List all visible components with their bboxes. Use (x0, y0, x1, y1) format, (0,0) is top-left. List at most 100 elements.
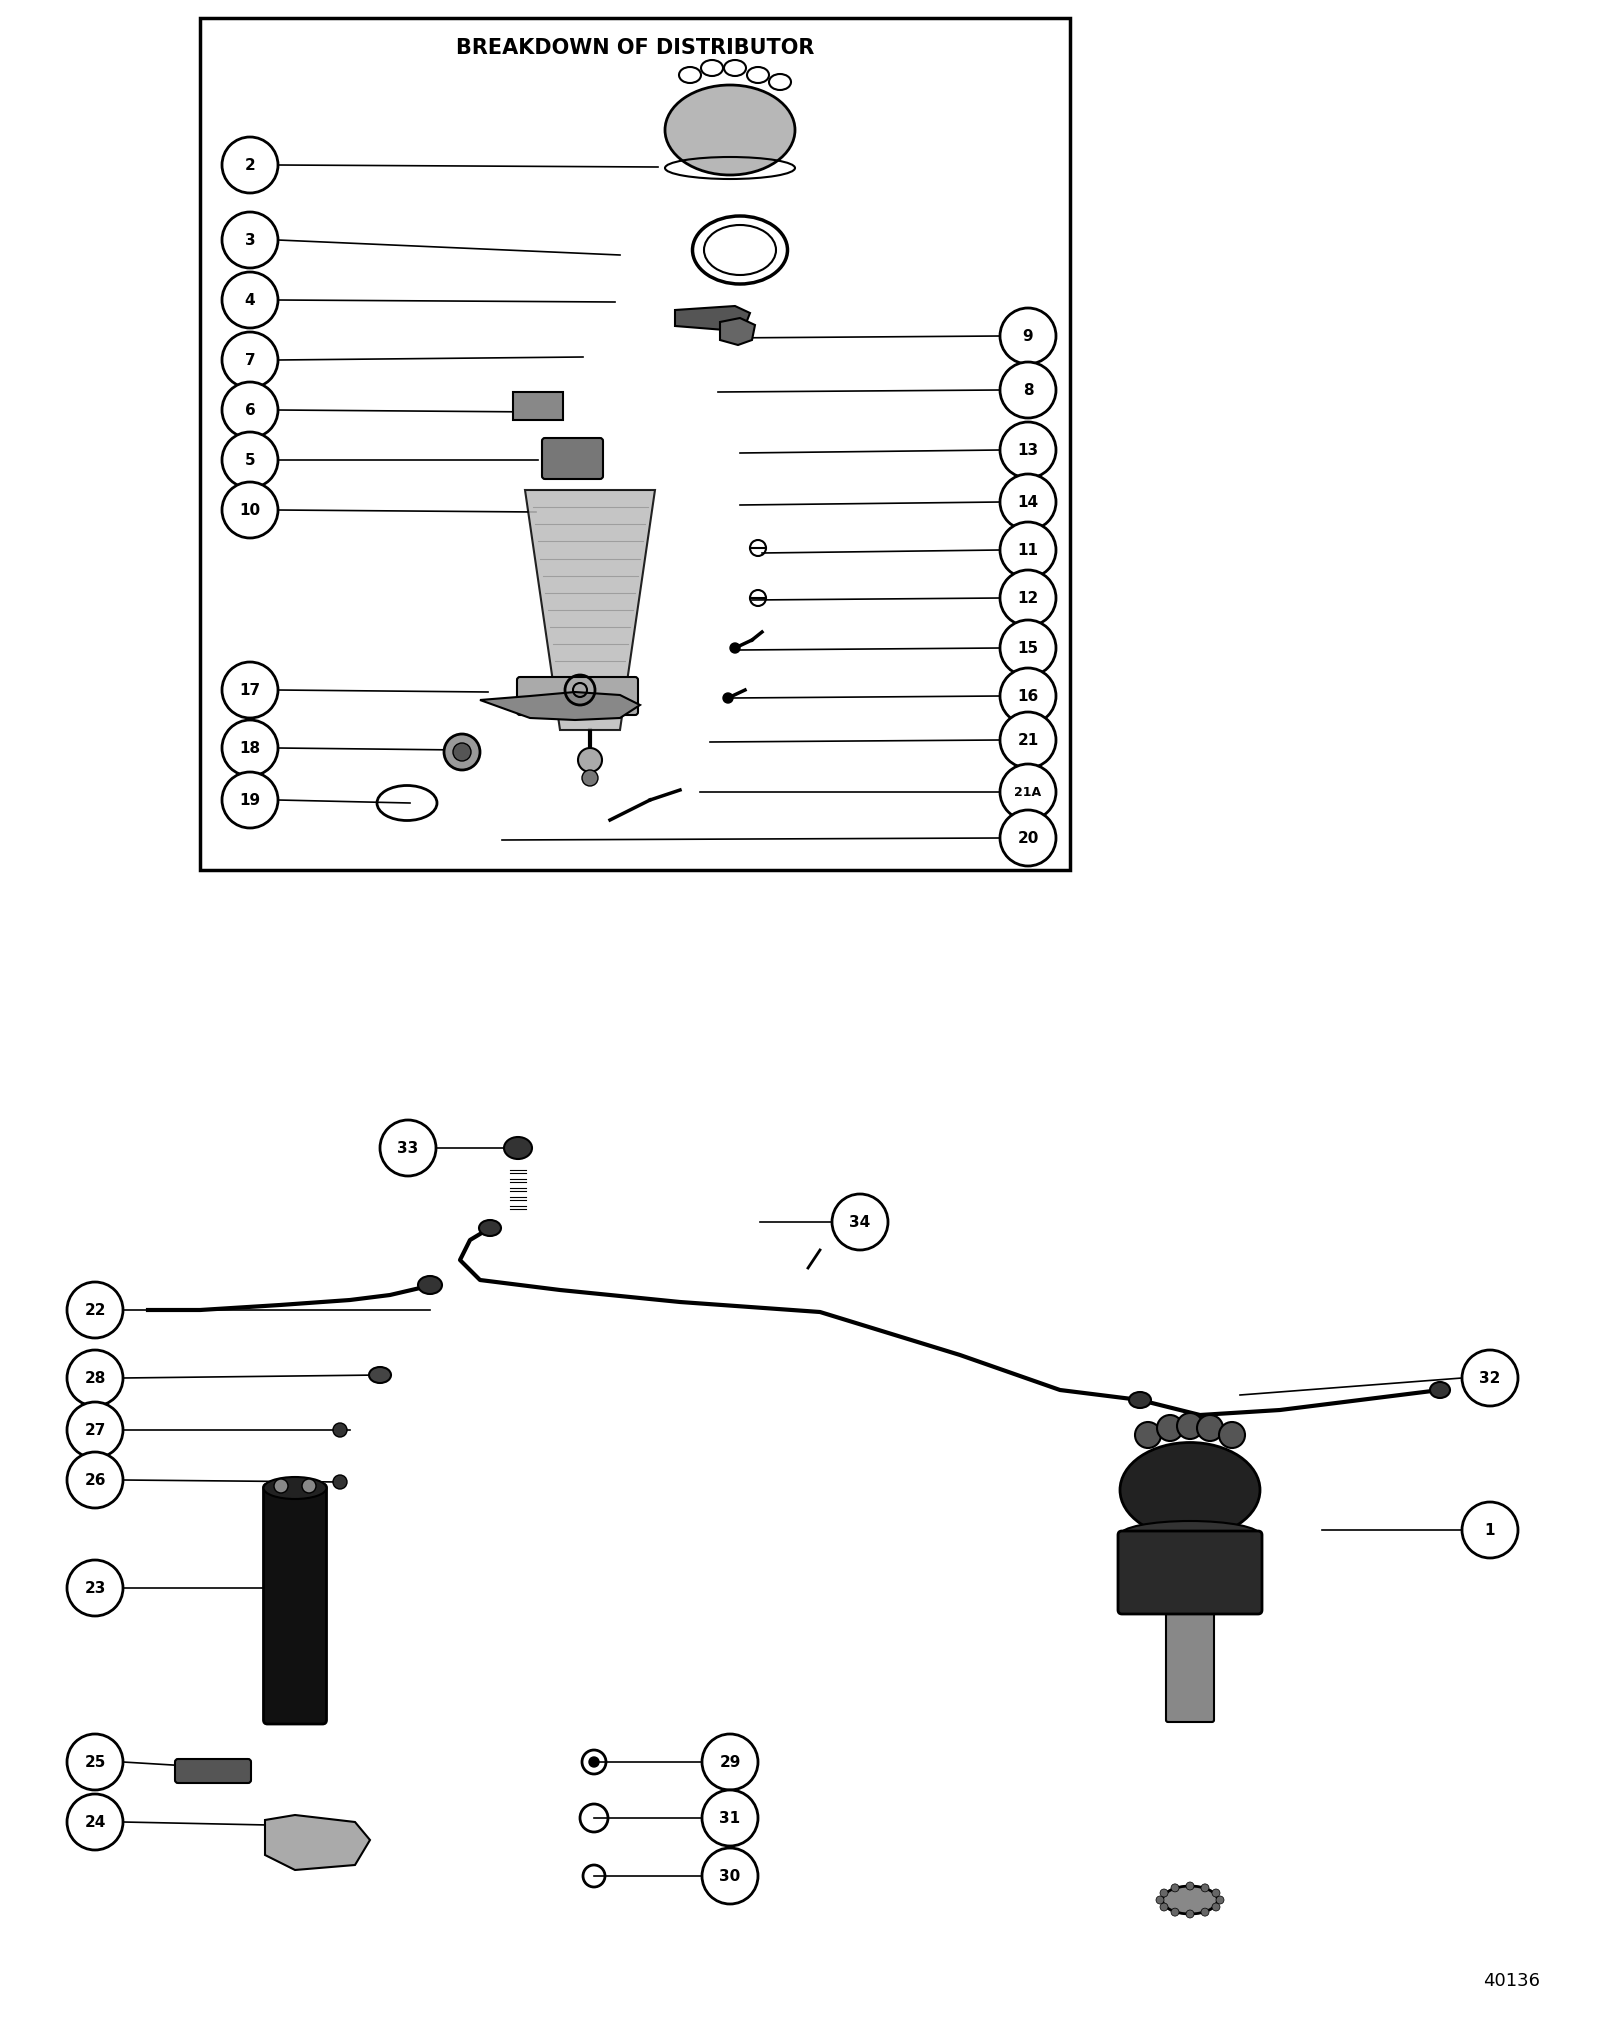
Circle shape (1197, 1414, 1222, 1440)
Circle shape (723, 693, 733, 703)
Circle shape (1000, 523, 1056, 577)
Text: 13: 13 (1018, 442, 1038, 458)
Circle shape (582, 770, 598, 786)
Circle shape (67, 1793, 123, 1850)
Text: 21: 21 (1018, 733, 1038, 748)
Text: 26: 26 (85, 1473, 106, 1487)
Text: 16: 16 (1018, 689, 1038, 703)
Ellipse shape (1120, 1522, 1261, 1550)
Polygon shape (266, 1815, 370, 1870)
Circle shape (1462, 1501, 1518, 1558)
Circle shape (1000, 764, 1056, 821)
Circle shape (702, 1734, 758, 1791)
Text: 24: 24 (85, 1815, 106, 1829)
Circle shape (1202, 1908, 1210, 1917)
Polygon shape (525, 490, 654, 729)
Text: 34: 34 (850, 1214, 870, 1230)
Circle shape (1000, 669, 1056, 723)
FancyBboxPatch shape (1118, 1532, 1262, 1615)
Text: BREAKDOWN OF DISTRIBUTOR: BREAKDOWN OF DISTRIBUTOR (456, 38, 814, 59)
Circle shape (1462, 1349, 1518, 1406)
Ellipse shape (1163, 1886, 1218, 1915)
Text: 25: 25 (85, 1755, 106, 1769)
Circle shape (589, 1757, 598, 1767)
Circle shape (1171, 1884, 1179, 1892)
Text: 1: 1 (1485, 1522, 1496, 1538)
Text: 22: 22 (85, 1303, 106, 1317)
Circle shape (333, 1422, 347, 1436)
Ellipse shape (370, 1368, 390, 1384)
Circle shape (67, 1402, 123, 1459)
Circle shape (333, 1475, 347, 1489)
Text: 17: 17 (240, 683, 261, 697)
Circle shape (1000, 569, 1056, 626)
Circle shape (274, 1479, 288, 1493)
Text: 23: 23 (85, 1580, 106, 1596)
Circle shape (222, 432, 278, 488)
Circle shape (67, 1349, 123, 1406)
Ellipse shape (1130, 1392, 1150, 1408)
Circle shape (381, 1120, 435, 1175)
Circle shape (1160, 1902, 1168, 1911)
Text: 32: 32 (1480, 1370, 1501, 1386)
Circle shape (1178, 1412, 1203, 1438)
Text: 28: 28 (85, 1370, 106, 1386)
Circle shape (702, 1791, 758, 1846)
Circle shape (222, 719, 278, 776)
Circle shape (1157, 1414, 1182, 1440)
Circle shape (1186, 1882, 1194, 1890)
Circle shape (1216, 1896, 1224, 1904)
Text: 10: 10 (240, 502, 261, 517)
Circle shape (1155, 1896, 1165, 1904)
Circle shape (730, 642, 739, 652)
Text: 18: 18 (240, 739, 261, 756)
Ellipse shape (666, 85, 794, 174)
Text: 21A: 21A (1014, 786, 1042, 798)
Bar (200, 18, 1070, 869)
Text: 14: 14 (1018, 494, 1038, 509)
Circle shape (1000, 421, 1056, 478)
Polygon shape (480, 693, 640, 719)
Circle shape (1186, 1911, 1194, 1919)
Text: 8: 8 (1022, 383, 1034, 397)
Circle shape (222, 271, 278, 328)
Text: 15: 15 (1018, 640, 1038, 656)
Circle shape (1160, 1888, 1168, 1896)
Circle shape (222, 482, 278, 539)
Circle shape (1211, 1888, 1219, 1896)
Text: 20: 20 (1018, 831, 1038, 845)
Circle shape (1134, 1422, 1162, 1449)
Text: 31: 31 (720, 1811, 741, 1825)
FancyBboxPatch shape (174, 1759, 251, 1783)
Circle shape (832, 1193, 888, 1250)
Circle shape (222, 138, 278, 192)
Text: 7: 7 (245, 353, 256, 367)
FancyBboxPatch shape (514, 391, 563, 419)
Text: 29: 29 (720, 1755, 741, 1769)
Circle shape (1000, 474, 1056, 531)
Circle shape (1000, 810, 1056, 865)
Circle shape (1211, 1902, 1219, 1911)
FancyBboxPatch shape (542, 438, 603, 478)
Text: 30: 30 (720, 1868, 741, 1884)
Circle shape (222, 383, 278, 438)
Circle shape (1000, 711, 1056, 768)
Circle shape (1000, 363, 1056, 417)
Circle shape (1000, 620, 1056, 677)
Polygon shape (675, 306, 750, 330)
Ellipse shape (1120, 1443, 1261, 1538)
Circle shape (67, 1282, 123, 1337)
Circle shape (702, 1848, 758, 1904)
Circle shape (445, 733, 480, 770)
Circle shape (1000, 308, 1056, 365)
Text: 40136: 40136 (1483, 1971, 1539, 1990)
Circle shape (578, 748, 602, 772)
Text: 33: 33 (397, 1141, 419, 1155)
Circle shape (67, 1453, 123, 1507)
Circle shape (1202, 1884, 1210, 1892)
Circle shape (222, 772, 278, 829)
FancyBboxPatch shape (1166, 1538, 1214, 1722)
Text: 12: 12 (1018, 590, 1038, 606)
Text: 4: 4 (245, 292, 256, 308)
Circle shape (1171, 1908, 1179, 1917)
